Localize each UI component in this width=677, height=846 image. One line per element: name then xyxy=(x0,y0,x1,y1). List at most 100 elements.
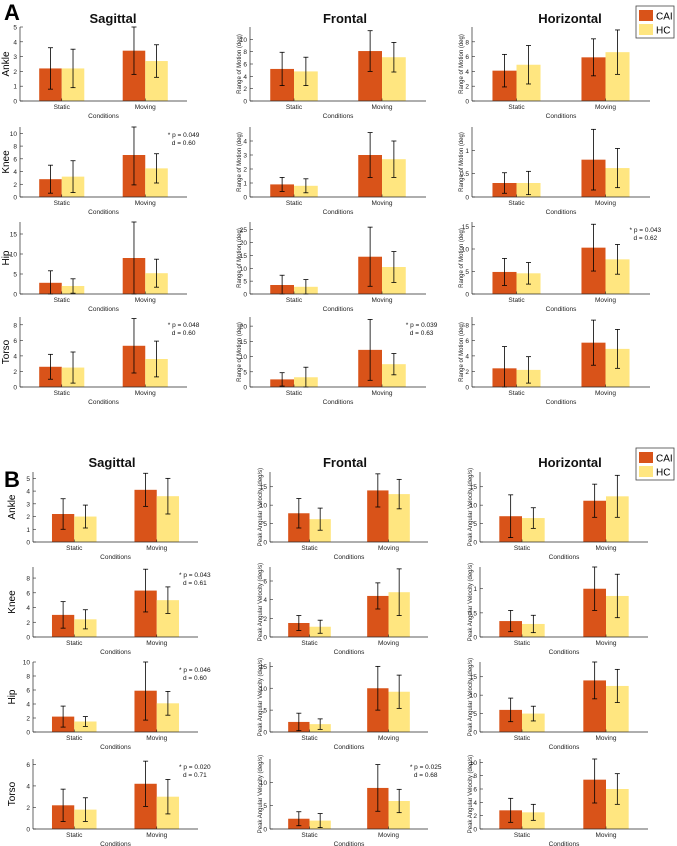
row-label: Hip xyxy=(1,250,12,265)
y-tick-label: 4 xyxy=(243,139,247,146)
bar-cai xyxy=(367,595,389,637)
legend-label: CAI xyxy=(656,12,673,23)
significance-annotation: * p = 0.043 xyxy=(179,572,211,579)
bar-hc xyxy=(388,801,410,829)
row-label: Torso xyxy=(1,339,12,364)
y-axis-label: Range of Motion (deg) xyxy=(459,228,465,288)
significance-annotation: d = 0.60 xyxy=(172,140,196,147)
y-axis-label: Peak Angular Velocity (deg/s) xyxy=(258,658,264,736)
legend-swatch xyxy=(639,466,653,477)
significance-annotation: * p = 0.043 xyxy=(630,227,662,234)
y-tick-label: 2 xyxy=(13,69,17,76)
x-tick-label: Moving xyxy=(146,640,167,647)
subplot: 0 5 10 15 Static Moving Conditions Peak Angular… xyxy=(468,658,648,751)
legend-swatch xyxy=(639,10,653,21)
x-tick-label: Static xyxy=(286,200,303,207)
x-axis-label: Conditions xyxy=(323,113,354,120)
y-tick-label: 0 xyxy=(13,195,17,202)
y-tick-label: 10 xyxy=(23,660,31,667)
y-tick-label: 15 xyxy=(470,674,478,681)
column-title: Frontal xyxy=(323,455,367,470)
y-tick-label: 10 xyxy=(240,37,248,44)
subplot: 0 0.5 1 Static Moving Conditions Range of Moti… xyxy=(459,127,650,216)
x-tick-label: Static xyxy=(66,832,83,839)
x-axis-label: Conditions xyxy=(323,306,354,313)
column-title: Horizontal xyxy=(538,455,602,470)
bar-hc xyxy=(606,496,629,542)
row-label: Torso xyxy=(7,781,18,806)
bar-cai xyxy=(583,779,606,829)
bar-hc xyxy=(74,516,97,542)
y-tick-label: 2 xyxy=(13,369,17,376)
significance-annotation: d = 0.63 xyxy=(410,330,434,337)
y-tick-label: 0 xyxy=(13,292,17,299)
x-tick-label: Static xyxy=(54,297,71,304)
bar-cai xyxy=(134,489,157,542)
legend-label: CAI xyxy=(656,454,673,465)
subplot: 0 5 10 15 20 Static Moving Conditions Range of M… xyxy=(237,317,438,406)
significance-annotation: d = 0.60 xyxy=(172,330,196,337)
y-tick-label: 6 xyxy=(26,762,30,769)
y-tick-label: 5 xyxy=(263,803,267,810)
subplot: 0 5 10 Static Moving Conditions Peak Angular V… xyxy=(258,755,442,846)
y-tick-label: 0 xyxy=(13,385,17,392)
bar-hc xyxy=(156,600,180,637)
y-tick-label: 10 xyxy=(10,252,18,259)
y-tick-label: 1 xyxy=(465,148,469,155)
y-tick-label: 3 xyxy=(26,501,30,508)
subplot: 0 2 4 6 8 Static Moving Conditions * p = 0.043d … xyxy=(26,567,211,656)
y-axis-label: Range of Motion (deg) xyxy=(459,34,465,94)
y-tick-label: 2 xyxy=(26,805,30,812)
bar-cai xyxy=(583,500,606,542)
significance-annotation: * p = 0.046 xyxy=(179,667,211,674)
x-tick-label: Static xyxy=(286,390,303,397)
subplot: 0 2 4 6 8 10 Static Moving Conditions Range of Mo… xyxy=(237,27,426,120)
y-tick-label: 5 xyxy=(263,708,267,715)
y-tick-label: 10 xyxy=(240,266,248,273)
y-tick-label: 2 xyxy=(465,369,469,376)
x-tick-label: Moving xyxy=(595,200,616,207)
y-tick-label: 15 xyxy=(10,232,18,239)
row-label: Knee xyxy=(1,150,12,174)
y-tick-label: 0 xyxy=(263,635,267,642)
bar-hc xyxy=(382,159,406,197)
significance-annotation: * p = 0.025 xyxy=(410,764,442,771)
y-tick-label: 0 xyxy=(263,827,267,834)
y-tick-label: 3 xyxy=(13,54,17,61)
bar-hc xyxy=(145,61,168,101)
x-tick-label: Static xyxy=(286,104,303,111)
y-tick-label: 10 xyxy=(260,780,268,787)
y-tick-label: 8 xyxy=(465,322,469,329)
y-tick-label: 0 xyxy=(243,385,247,392)
significance-annotation: d = 0.68 xyxy=(414,772,438,779)
significance-annotation: * p = 0.049 xyxy=(168,132,200,139)
x-axis-label: Conditions xyxy=(100,649,131,656)
y-tick-label: 5 xyxy=(26,476,30,483)
x-tick-label: Moving xyxy=(595,297,616,304)
x-tick-label: Static xyxy=(66,545,83,552)
x-axis-label: Conditions xyxy=(323,399,354,406)
panel-letter: B xyxy=(4,467,20,492)
y-tick-label: 15 xyxy=(240,253,248,260)
x-tick-label: Static xyxy=(514,545,531,552)
y-tick-label: 15 xyxy=(260,664,268,671)
x-axis-label: Conditions xyxy=(100,841,131,846)
significance-annotation: * p = 0.048 xyxy=(168,322,200,329)
subplot: 0 2 4 6 8 Static Moving Conditions Range of Moti… xyxy=(459,317,650,406)
bar-hc xyxy=(388,691,410,732)
x-tick-label: Static xyxy=(66,735,83,742)
subplot: 0 5 10 15 Static Moving Conditions xyxy=(10,221,187,313)
y-tick-label: 8 xyxy=(473,773,477,780)
y-tick-label: 1 xyxy=(473,586,477,593)
y-tick-label: 6 xyxy=(465,338,469,345)
column-title: Frontal xyxy=(323,11,367,26)
y-tick-label: 0 xyxy=(473,540,477,547)
y-axis-label: Peak Angular Velocity (deg/s) xyxy=(468,755,474,833)
y-axis-label: Peak Angular Velocity (deg/s) xyxy=(258,563,264,641)
y-tick-label: 5 xyxy=(473,521,477,528)
y-tick-label: 0.5 xyxy=(468,610,477,617)
y-axis-label: Range of Motion (deg) xyxy=(237,34,243,94)
x-axis-label: Conditions xyxy=(546,399,577,406)
